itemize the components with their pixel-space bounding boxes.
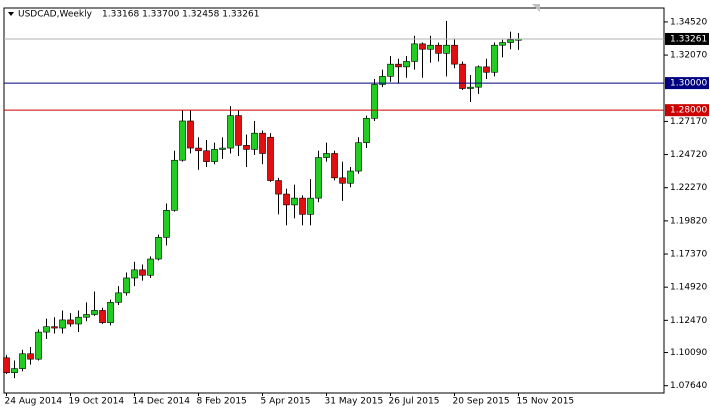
- candle-body: [43, 326, 50, 333]
- candle-body: [379, 76, 386, 85]
- candle-body: [323, 153, 330, 158]
- candle-body: [147, 258, 154, 276]
- price-label-box: [665, 32, 709, 45]
- candle-body: [115, 292, 122, 303]
- candle-body: [331, 153, 338, 179]
- ohlc-readout: 1.33168 1.33700 1.32458 1.33261: [102, 10, 259, 20]
- x-tick-label: 20 Sep 2015: [453, 397, 510, 407]
- candle-body: [475, 66, 482, 88]
- x-tick-label: 8 Feb 2015: [197, 397, 247, 407]
- candle-body: [507, 39, 514, 43]
- menu-arrow: [8, 12, 14, 16]
- x-tick-label: 5 Apr 2015: [261, 397, 311, 407]
- candle-body: [3, 357, 10, 374]
- price-label: 1.28000: [670, 106, 707, 116]
- x-tick-label: 24 Aug 2014: [5, 397, 63, 407]
- x-tick-label: 14 Dec 2014: [133, 397, 191, 407]
- candle-body: [35, 331, 42, 360]
- y-tick-label: 1.34520: [670, 17, 707, 27]
- candle-body: [67, 319, 74, 325]
- candle-body: [403, 61, 410, 68]
- candle-body: [91, 310, 98, 315]
- candle-body: [19, 353, 26, 369]
- candle-body: [355, 142, 362, 172]
- candle-body: [387, 63, 394, 77]
- candle-body: [395, 63, 402, 68]
- candle-body: [427, 44, 434, 50]
- candle-body: [419, 43, 426, 50]
- y-tick-label: 1.10090: [670, 348, 707, 358]
- price-label: 1.33261: [670, 34, 707, 44]
- candle-body: [451, 44, 458, 65]
- candle-body: [267, 136, 274, 181]
- candle-body: [347, 170, 354, 184]
- candle-body: [275, 180, 282, 195]
- y-tick-label: 1.22270: [670, 183, 707, 193]
- candle-body: [363, 117, 370, 143]
- candle-body: [283, 193, 290, 206]
- candle-body: [139, 269, 146, 276]
- candle-body: [171, 159, 178, 211]
- candle-body: [99, 310, 106, 323]
- candle-body: [123, 277, 130, 294]
- candle-body: [251, 132, 258, 150]
- candle-body: [59, 319, 66, 329]
- y-tick-label: 1.17370: [670, 250, 707, 260]
- x-tick-label: 31 May 2015: [325, 397, 384, 407]
- candle-body: [443, 44, 450, 54]
- candle-body: [163, 210, 170, 238]
- y-tick-label: 1.19820: [670, 216, 707, 226]
- candle-body: [235, 115, 242, 146]
- candle-body: [211, 149, 218, 162]
- candle-body: [11, 368, 18, 374]
- y-tick-label: 1.32070: [670, 51, 707, 61]
- candle-body: [483, 66, 490, 73]
- candle-body: [259, 132, 266, 154]
- y-tick-label: 1.27170: [670, 117, 707, 127]
- y-tick-label: 1.12470: [670, 316, 707, 326]
- candle-body: [459, 63, 466, 89]
- candle-body: [83, 314, 90, 318]
- candle-body: [435, 44, 442, 54]
- candle-body: [307, 197, 314, 215]
- y-tick-label: 1.24720: [670, 150, 707, 160]
- candle-body: [131, 269, 138, 279]
- candle-body: [179, 120, 186, 161]
- y-tick-label: 1.14920: [670, 283, 707, 293]
- y-tick-label: 1.07640: [670, 381, 707, 391]
- price-label-box: [665, 104, 709, 117]
- candle-body: [291, 197, 298, 206]
- candle-body: [371, 84, 378, 119]
- candle-body: [467, 86, 474, 89]
- candle-body: [499, 42, 506, 46]
- candle-body: [195, 147, 202, 152]
- corner-mark: [532, 4, 540, 12]
- price-label-box: [665, 77, 709, 90]
- candle-body: [75, 316, 82, 325]
- candle-body: [155, 237, 162, 260]
- candle-body: [411, 43, 418, 62]
- chart-title: USDCAD,Weekly: [18, 10, 93, 20]
- x-tick-label: 19 Oct 2014: [69, 397, 125, 407]
- candle-body: [243, 145, 250, 150]
- candle-body: [51, 326, 58, 329]
- x-tick-label: 15 Nov 2015: [517, 397, 575, 407]
- candle-body: [339, 177, 346, 184]
- x-tick-label: 26 Jul 2015: [389, 397, 440, 407]
- candle-body: [219, 147, 226, 150]
- candle-body: [491, 44, 498, 73]
- price-label: 1.30000: [670, 79, 707, 89]
- candle-body: [27, 353, 34, 360]
- candle-body: [299, 197, 306, 215]
- candle-body: [227, 115, 234, 149]
- candle-body: [315, 157, 322, 199]
- candle-body: [187, 120, 194, 149]
- candle-body: [203, 150, 210, 162]
- candle-body: [107, 302, 114, 323]
- plot-frame: [3, 7, 665, 394]
